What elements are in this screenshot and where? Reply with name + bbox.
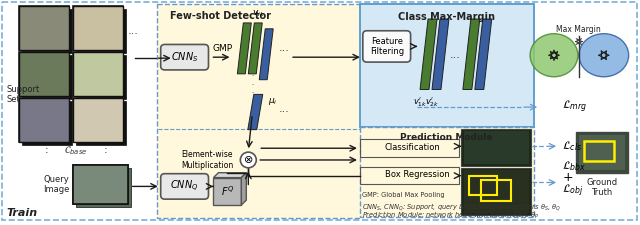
- Bar: [76, 101, 126, 145]
- Text: Box Regression: Box Regression: [385, 170, 449, 179]
- Text: Few-shot Detector: Few-shot Detector: [170, 11, 271, 21]
- FancyBboxPatch shape: [161, 45, 209, 70]
- Bar: [19, 52, 69, 96]
- Bar: [73, 165, 128, 204]
- Polygon shape: [248, 23, 262, 74]
- Text: GMP: Global Max Pooling: GMP: Global Max Pooling: [362, 192, 444, 198]
- Bar: [76, 9, 126, 53]
- Ellipse shape: [579, 34, 628, 77]
- Text: Feature
Filtering: Feature Filtering: [370, 37, 404, 56]
- Text: $\otimes$: $\otimes$: [243, 155, 253, 165]
- Text: $\mathcal{L}_{mrg}$: $\mathcal{L}_{mrg}$: [562, 99, 587, 115]
- Polygon shape: [259, 29, 273, 80]
- Text: Support
Set: Support Set: [6, 85, 40, 104]
- Text: $\mathcal{C}_{base}$: $\mathcal{C}_{base}$: [64, 144, 88, 157]
- Text: $v^{\prime}_{2k}$: $v^{\prime}_{2k}$: [426, 95, 440, 109]
- Text: :: :: [104, 145, 108, 155]
- Circle shape: [241, 152, 256, 168]
- Text: $CNN_S$, $CNN_Q$: Support, query branch with parameters $\theta_S$, $\theta_Q$: $CNN_S$, $CNN_Q$: Support, query branch …: [362, 201, 561, 213]
- Bar: [465, 170, 529, 213]
- Bar: [360, 4, 534, 127]
- Text: $\mathcal{L}_{bbx}$: $\mathcal{L}_{bbx}$: [562, 159, 586, 173]
- Bar: [579, 135, 625, 170]
- Bar: [22, 101, 72, 145]
- Polygon shape: [463, 19, 480, 90]
- Polygon shape: [214, 173, 246, 178]
- Text: Element-wise
Multiplication: Element-wise Multiplication: [181, 150, 234, 170]
- Polygon shape: [432, 19, 449, 90]
- Text: Prediction Module: Prediction Module: [399, 133, 492, 142]
- Text: :: :: [44, 145, 48, 155]
- Bar: [19, 98, 69, 142]
- Text: GMP: GMP: [212, 44, 232, 53]
- Text: $v^{\prime}_{1k}$: $v^{\prime}_{1k}$: [413, 95, 428, 109]
- Text: +: +: [563, 171, 573, 184]
- Bar: [360, 127, 534, 217]
- Bar: [73, 165, 128, 204]
- Text: $F^Q$: $F^Q$: [221, 184, 234, 198]
- Bar: [584, 141, 614, 161]
- Bar: [73, 52, 123, 96]
- Bar: [19, 6, 69, 50]
- Bar: [461, 129, 531, 166]
- Text: ...: ...: [127, 26, 138, 36]
- Text: Query
Image: Query Image: [43, 175, 69, 194]
- Bar: [73, 98, 123, 142]
- Bar: [214, 178, 241, 205]
- Text: $\mathcal{L}_{obj}$: $\mathcal{L}_{obj}$: [562, 182, 584, 198]
- Bar: [481, 180, 511, 201]
- Bar: [465, 130, 529, 164]
- Polygon shape: [420, 19, 437, 90]
- Text: $\mu_i$: $\mu_i$: [268, 96, 278, 107]
- Polygon shape: [241, 173, 246, 205]
- Bar: [469, 176, 497, 195]
- FancyBboxPatch shape: [161, 174, 209, 199]
- Bar: [19, 98, 69, 142]
- Text: ·
·
·: · · ·: [251, 73, 253, 96]
- Bar: [22, 55, 72, 99]
- Text: $\mathcal{L}_{cls}$: $\mathcal{L}_{cls}$: [562, 139, 582, 153]
- Polygon shape: [248, 94, 263, 130]
- Bar: [76, 55, 126, 99]
- Bar: [461, 168, 531, 215]
- Text: $v_{ik}$: $v_{ik}$: [252, 9, 265, 19]
- Bar: [19, 6, 69, 50]
- Text: Ground
Truth: Ground Truth: [586, 178, 618, 197]
- Bar: [73, 6, 123, 50]
- Text: ...: ...: [278, 43, 289, 53]
- Text: $CNN_S$: $CNN_S$: [171, 50, 198, 64]
- Text: Class Max-Margin: Class Max-Margin: [398, 12, 495, 22]
- Text: ...: ...: [278, 104, 289, 114]
- Text: ...: ...: [450, 50, 461, 60]
- Bar: [157, 4, 361, 218]
- Text: Max Margin: Max Margin: [557, 25, 601, 34]
- Bar: [73, 52, 123, 96]
- Bar: [73, 6, 123, 50]
- Bar: [19, 52, 69, 96]
- Text: Train: Train: [6, 208, 38, 218]
- Bar: [360, 140, 460, 157]
- Text: Prediction Module: network head with parameters $\theta_P$: Prediction Module: network head with par…: [362, 210, 539, 221]
- Bar: [22, 9, 72, 53]
- Text: $CNN_Q$: $CNN_Q$: [170, 179, 199, 194]
- Bar: [360, 167, 460, 184]
- Polygon shape: [237, 23, 252, 74]
- Text: Classification: Classification: [385, 143, 440, 152]
- Ellipse shape: [530, 34, 578, 77]
- FancyBboxPatch shape: [363, 31, 411, 62]
- Polygon shape: [475, 19, 492, 90]
- Bar: [76, 168, 131, 207]
- Bar: [73, 98, 123, 142]
- Bar: [576, 132, 628, 173]
